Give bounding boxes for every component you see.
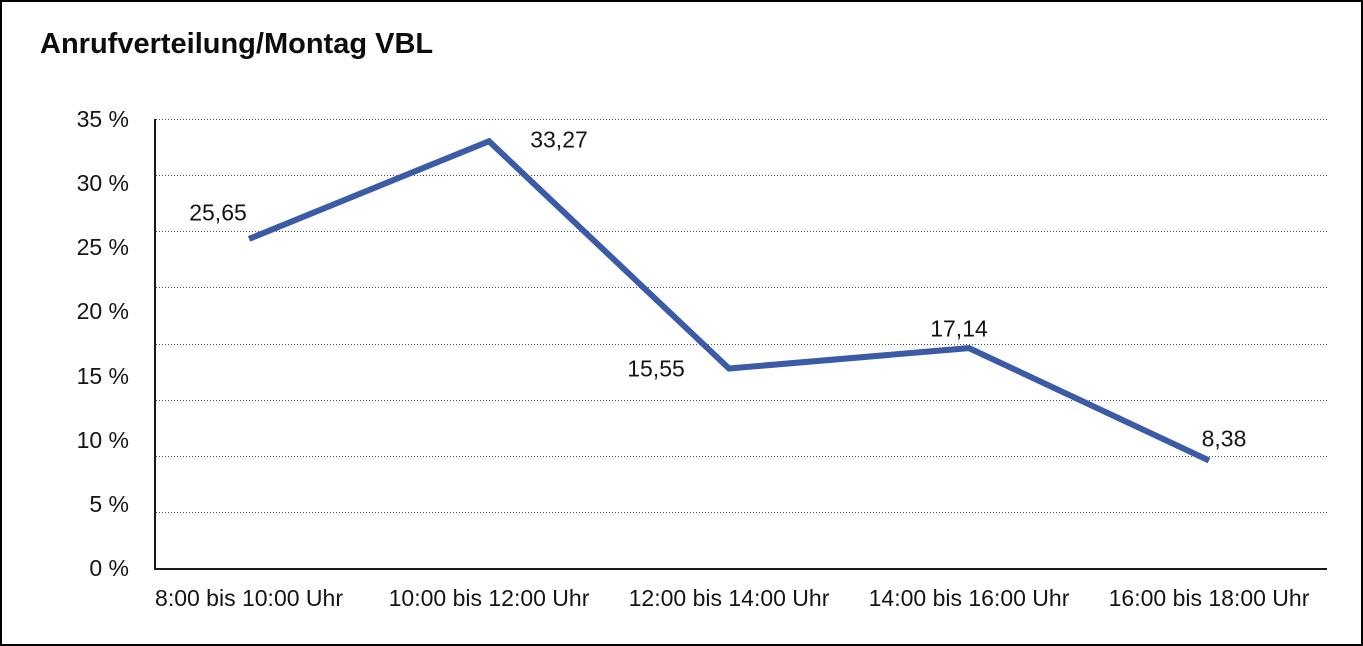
y-axis-label: 5 % (89, 490, 129, 517)
y-axis-label: 30 % (76, 170, 129, 197)
gridline (156, 287, 1327, 289)
chart-title: Anrufverteilung/Montag VBL (40, 28, 434, 60)
gridline (156, 231, 1327, 233)
data-point-label: 33,27 (530, 126, 588, 153)
y-axis-label: 0 % (89, 555, 129, 581)
y-axis-label: 15 % (76, 362, 129, 389)
plot-area (154, 119, 1327, 570)
x-axis-label: 8:00 bis 10:00 Uhr (155, 585, 343, 611)
data-point-label: 15,55 (627, 355, 685, 382)
gridline (156, 343, 1327, 345)
x-axis-label: 16:00 bis 18:00 Uhr (1108, 585, 1310, 611)
y-axis-label: 35 % (76, 106, 129, 132)
data-point-label: 17,14 (930, 315, 988, 342)
x-axis-label: 10:00 bis 12:00 Uhr (388, 585, 590, 611)
y-axis-label: 10 % (76, 426, 129, 453)
data-point-label: 25,65 (189, 199, 247, 226)
x-axis-label: 12:00 bis 14:00 Uhr (628, 585, 830, 611)
gridline (156, 455, 1327, 457)
gridline (156, 119, 1327, 120)
gridline (156, 399, 1327, 401)
y-axis-label: 25 % (76, 234, 129, 261)
gridline (156, 511, 1327, 513)
x-axis-label: 14:00 bis 16:00 Uhr (868, 585, 1070, 611)
y-axis-label: 20 % (76, 298, 129, 325)
data-point-label: 8,38 (1201, 425, 1247, 452)
gridline (156, 175, 1327, 177)
